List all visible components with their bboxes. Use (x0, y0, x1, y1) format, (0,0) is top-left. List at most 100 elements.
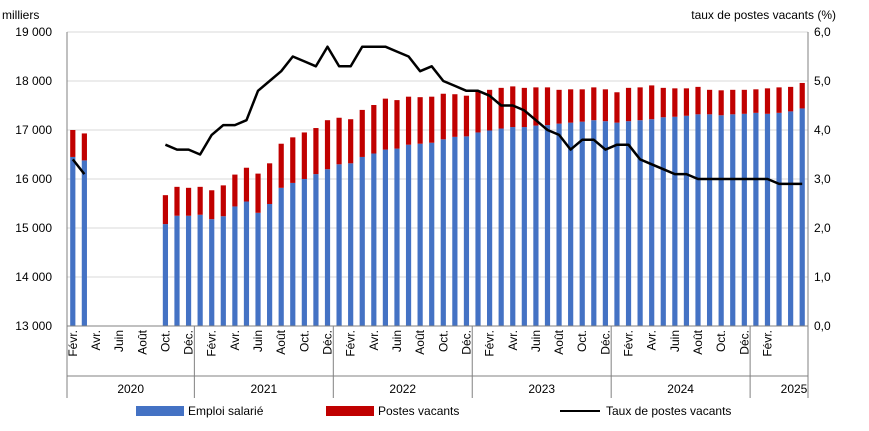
employment-bar (718, 115, 724, 326)
month-label: Févr. (205, 330, 219, 357)
vacancy-bar (382, 98, 388, 150)
employment-bar (730, 114, 736, 326)
month-label: Févr. (483, 330, 497, 357)
month-label: Avr. (89, 330, 103, 350)
vacancy-bar (162, 195, 169, 225)
month-label: Août (691, 329, 705, 354)
employment-bar (521, 127, 527, 326)
vacancy-bar (267, 163, 273, 204)
employment-bar (741, 113, 747, 326)
month-label: Avr. (367, 330, 381, 350)
employment-bar (579, 121, 585, 326)
employment-bar (452, 136, 458, 326)
employment-bar (70, 156, 76, 326)
legend-rate-swatch (560, 410, 600, 412)
employment-bar (220, 216, 226, 326)
vacancy-bar (463, 95, 470, 137)
left-tick-label: 19 000 (15, 25, 52, 39)
employment-bar (649, 119, 655, 326)
vacancy-bar (568, 89, 574, 123)
legend-vacancies: Postes vacants (326, 404, 459, 418)
month-label: Août (552, 329, 566, 354)
employment-bar (695, 114, 701, 326)
vacancy-bar (278, 143, 284, 188)
month-label: Avr. (228, 330, 242, 350)
month-label: Juin (529, 330, 543, 352)
month-label: Août (274, 329, 288, 354)
month-label: Déc. (459, 330, 473, 355)
legend-rate: Taux de postes vacants (560, 404, 731, 418)
vacancy-bar (683, 88, 690, 116)
vacancy-bar (695, 86, 701, 115)
vacancy-bar (209, 190, 215, 220)
right-tick-label: 3,0 (814, 172, 831, 186)
vacancy-bar (313, 128, 319, 175)
vacancy-bar (637, 87, 643, 121)
month-label: Oct. (436, 330, 450, 352)
employment-bar (487, 130, 493, 326)
month-label: Févr. (66, 330, 80, 357)
employment-bar (348, 163, 354, 326)
vacancy-bar (776, 87, 782, 113)
left-tick-label: 17 000 (15, 123, 52, 137)
month-label: Déc. (598, 330, 612, 355)
employment-bar (197, 214, 203, 326)
legend-rate-label: Taux de postes vacants (606, 404, 732, 418)
left-axis-title: milliers (2, 8, 39, 22)
employment-bar (510, 127, 516, 326)
vacancy-bar (706, 89, 713, 115)
month-label: Juin (112, 330, 126, 352)
rate-line (164, 45, 803, 186)
vacancy-bar (405, 96, 412, 145)
employment-bar (232, 206, 238, 326)
year-label: 2020 (117, 382, 144, 396)
employment-bar (336, 164, 342, 326)
vacancy-bar (788, 86, 794, 112)
legend-vacancies-swatch (326, 406, 374, 416)
vacancy-bar (429, 96, 435, 143)
employment-bar (440, 139, 446, 326)
employment-bar (683, 115, 690, 326)
employment-bar (591, 120, 597, 326)
employment-bar (313, 174, 319, 326)
employment-bar (429, 142, 435, 326)
employment-bar (174, 215, 180, 326)
employment-bar (776, 112, 782, 326)
vacancy-bar (243, 167, 250, 202)
bars (70, 82, 805, 327)
employment-bar (255, 212, 261, 326)
employment-bar (405, 144, 412, 326)
vacancy-bar (602, 89, 608, 122)
right-tick-label: 6,0 (814, 25, 831, 39)
month-label: Févr. (760, 330, 774, 357)
rate-line (71, 158, 86, 175)
employment-bar (706, 114, 713, 326)
year-label: 2025 (781, 382, 808, 396)
right-tick-label: 4,0 (814, 123, 831, 137)
month-label: Août (135, 329, 149, 354)
left-tick-label: 15 000 (15, 221, 52, 235)
month-label: Oct. (714, 330, 728, 352)
month-label: Juin (251, 330, 265, 352)
employment-bar (359, 156, 365, 326)
year-labels: 2020 2021 2022 2023 2024 2025 (66, 326, 809, 398)
employment-bar (625, 121, 632, 327)
chart-canvas: 13 000 14 000 15 000 16 000 17 000 18 000 19 0… (2, 8, 836, 398)
legend-employment-swatch (136, 406, 184, 416)
vacancy-bar (579, 89, 585, 122)
vacancy-bar (544, 87, 551, 126)
right-tick-label: 0,0 (814, 319, 831, 333)
vacancy-bar (487, 89, 493, 131)
employment-bar (637, 120, 643, 326)
employment-bar (394, 148, 400, 326)
year-label: 2024 (667, 382, 694, 396)
employment-bar (614, 122, 620, 327)
vacancy-bar (197, 186, 203, 215)
vacancy-bar (533, 87, 539, 126)
vacancy-bar (81, 133, 87, 161)
employment-bar (301, 179, 307, 326)
rate-line-group (71, 45, 803, 186)
employment-bar (533, 125, 539, 326)
month-label: Oct. (158, 330, 172, 352)
employment-bar (382, 149, 388, 326)
